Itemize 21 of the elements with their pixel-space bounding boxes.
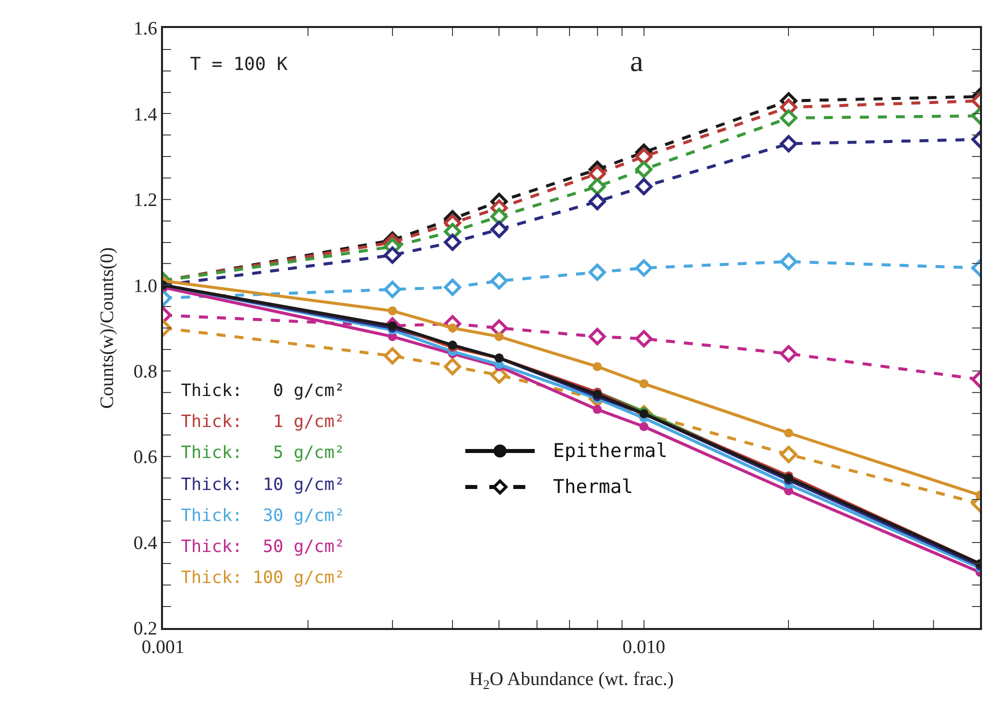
y-tick-label: 1.6: [133, 18, 158, 40]
text: Thick: 30 g/cm²: [181, 506, 345, 526]
text: Thick: 100 g/cm²: [181, 568, 345, 588]
text: Thick: 1 g/cm²: [181, 412, 345, 432]
text: Thick: 50 g/cm²: [181, 537, 345, 557]
y-tick-label: 1.4: [133, 104, 158, 126]
x-axis-title: H$_{2}$O Abundance (wt. frac.): [469, 669, 674, 692]
text: Thick: 0 g/cm²: [181, 381, 345, 401]
y-axis-title: Counts(w)/Counts(0): [96, 247, 118, 409]
y-tick-label: 0.6: [133, 447, 158, 468]
y-tick-label: 0.8: [133, 362, 158, 383]
y-tick-label: 1.2: [133, 190, 158, 212]
text: Thick: 5 g/cm²: [181, 443, 345, 463]
text: a: [630, 45, 644, 78]
annotation: Thermal: [553, 476, 634, 498]
y-tick-label: 0.4: [133, 532, 158, 554]
text: Thick: 10 g/cm²: [181, 475, 345, 495]
y-tick-label: 1.0: [133, 276, 158, 297]
x-tick-label: 0.010: [622, 636, 666, 658]
annotation: T = 100 K: [190, 54, 288, 75]
annotation: Epithermal: [553, 440, 668, 462]
